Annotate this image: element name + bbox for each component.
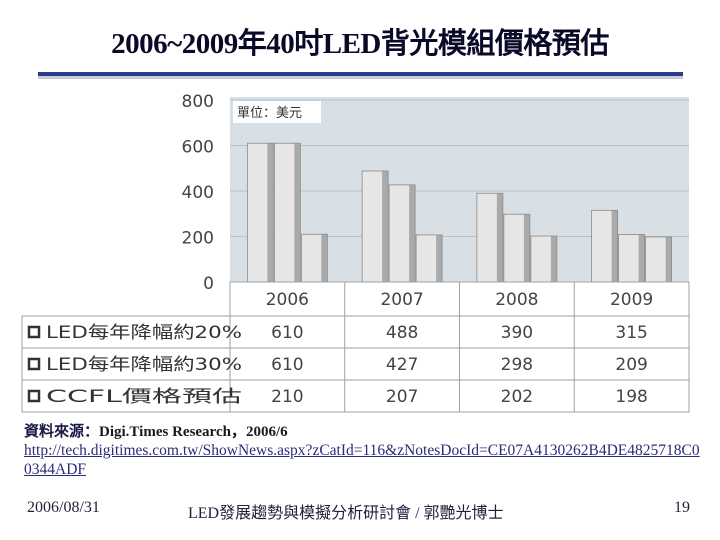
source-reference: Digi.Times Research，2006/6 xyxy=(99,424,288,440)
bar-shade xyxy=(382,170,389,282)
bar-chart: 800 600 400 200 0 單位：美元 2006 2007 2008 2009 LED每… xyxy=(21,92,690,413)
y-tick-label: 200 xyxy=(182,229,214,249)
footer-date: 2006/08/31 xyxy=(27,499,100,516)
bar xyxy=(415,234,443,283)
legend-swatch xyxy=(27,325,41,339)
source-link[interactable]: http://tech.digitimes.com.tw/ShowNews.as… xyxy=(24,442,700,478)
table-value: 207 xyxy=(386,387,418,407)
unit-label: 單位：美元 xyxy=(237,106,302,121)
page-number: 19 xyxy=(674,499,690,516)
legend-label: LED每年降幅約20% xyxy=(46,323,242,343)
legend-swatch xyxy=(27,389,41,403)
bar xyxy=(530,235,558,283)
table-value: 202 xyxy=(501,387,533,407)
bar-shade xyxy=(550,236,557,282)
table-value: 610 xyxy=(271,323,303,343)
data-table: 2006 2007 2008 2009 LED每年降幅約20% 610 488 390 315 L… xyxy=(21,281,690,413)
bar xyxy=(273,142,301,283)
bar-shade xyxy=(496,193,503,282)
legend-label: CCFL價格預估 xyxy=(46,387,242,407)
bar xyxy=(645,236,673,283)
bar xyxy=(388,184,416,283)
title-underline xyxy=(38,72,683,79)
x-tick-label: 2009 xyxy=(610,290,653,310)
title-rule-dark xyxy=(38,72,683,76)
y-tick-label: 600 xyxy=(182,138,214,158)
bar xyxy=(591,209,619,283)
x-tick-label: 2006 xyxy=(266,290,309,310)
bar-shade xyxy=(267,143,274,282)
bar xyxy=(618,234,646,283)
source-block: 資料來源：Digi.Times Research，2006/6 http://t… xyxy=(24,422,704,479)
x-tick-label: 2008 xyxy=(495,290,538,310)
bar-shade xyxy=(294,143,301,282)
table-value: 210 xyxy=(271,387,303,407)
bar xyxy=(246,142,274,283)
table-value: 315 xyxy=(615,323,647,343)
bar-shade xyxy=(611,210,618,282)
table-value: 427 xyxy=(386,355,418,375)
bar xyxy=(503,213,531,283)
y-tick-label: 0 xyxy=(203,274,214,294)
bar-shade xyxy=(523,214,530,282)
table-value: 390 xyxy=(501,323,533,343)
bar-shade xyxy=(321,234,328,282)
y-tick-label: 400 xyxy=(182,183,214,203)
table-value: 298 xyxy=(501,355,533,375)
bar-shade xyxy=(665,236,672,282)
unit-label-box xyxy=(233,101,321,123)
bar xyxy=(361,170,389,283)
bar-shade xyxy=(436,234,443,282)
bar-shade xyxy=(638,234,645,282)
footer-text: LED發展趨勢與模擬分析研討會 / 郭艷光博士 xyxy=(188,505,504,522)
bar-shade xyxy=(409,184,416,282)
bar xyxy=(300,233,328,283)
table-value: 488 xyxy=(386,323,418,343)
x-tick-label: 2007 xyxy=(380,290,423,310)
table-value: 209 xyxy=(615,355,647,375)
table-value: 610 xyxy=(271,355,303,375)
title-rule-light xyxy=(38,76,683,79)
table-body-bg xyxy=(21,315,690,413)
bar xyxy=(476,192,504,283)
legend-label: LED每年降幅約30% xyxy=(46,355,242,375)
slide-title: 2006~2009年40吋LED背光模組價格預估 xyxy=(111,28,609,60)
bars xyxy=(246,142,673,283)
source-label: 資料來源： xyxy=(24,422,100,440)
y-tick-label: 800 xyxy=(182,92,214,112)
table-value: 198 xyxy=(615,387,647,407)
legend-swatch xyxy=(27,357,41,371)
y-axis-ticks: 800 600 400 200 0 xyxy=(182,92,214,294)
